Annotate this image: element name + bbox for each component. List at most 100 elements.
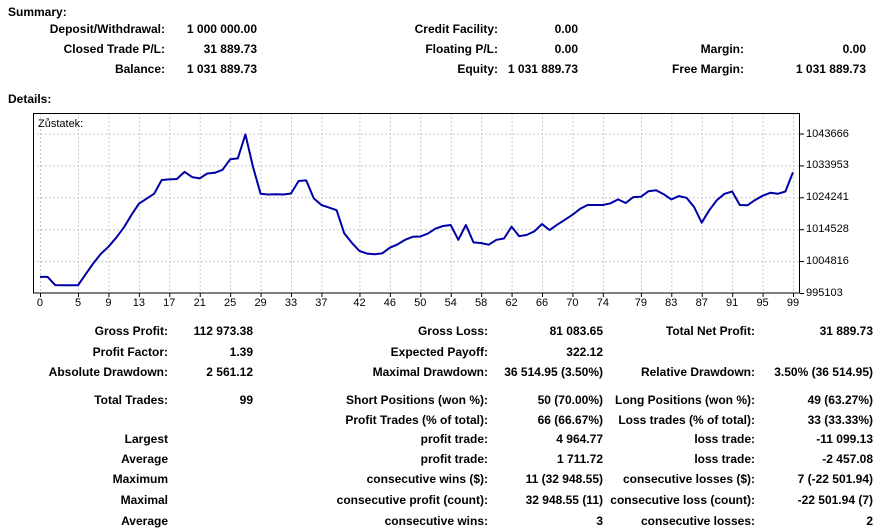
balance-line bbox=[40, 133, 794, 287]
details-label-absolute-drawdown: Absolute Drawdown: bbox=[48, 365, 168, 379]
details-label-consecutive-wins: consecutive wins: bbox=[384, 514, 488, 528]
summary-value-balance: 1 031 889.73 bbox=[186, 62, 257, 76]
details-value-gross-profit: 112 973.38 bbox=[193, 324, 253, 338]
details-label-consecutive-losses: consecutive losses: bbox=[640, 514, 755, 528]
summary-value-closed-trade-p-l: 31 889.73 bbox=[203, 42, 257, 56]
x-axis-tick-label: 29 bbox=[254, 297, 267, 309]
x-axis-tick-label: 58 bbox=[475, 297, 488, 309]
summary-label-balance: Balance: bbox=[114, 62, 165, 76]
details-label-relative-drawdown: Relative Drawdown: bbox=[640, 365, 755, 379]
summary-value-deposit-withdrawal: 1 000 000.00 bbox=[186, 22, 257, 36]
details-label-largest: Largest bbox=[124, 432, 168, 446]
x-axis-tick-label: 0 bbox=[36, 297, 44, 309]
summary-label-free-margin: Free Margin: bbox=[671, 62, 744, 76]
details-value-total-trades: 99 bbox=[239, 393, 253, 407]
details-value-maximal-drawdown: 36 514.95 (3.50%) bbox=[504, 365, 603, 379]
summary-value-free-margin: 1 031 889.73 bbox=[795, 62, 866, 76]
details-value-profit-trade: 1 711.72 bbox=[556, 452, 603, 466]
x-axis-tick-label: 42 bbox=[353, 297, 366, 309]
summary-value-floating-p-l: 0.00 bbox=[554, 42, 578, 56]
details-value-consecutive-wins: 3 bbox=[596, 514, 603, 528]
details-label-consecutive-loss-count: consecutive loss (count): bbox=[610, 493, 755, 507]
details-value-loss-trade: -2 457.08 bbox=[822, 452, 873, 466]
x-axis-tick-label: 33 bbox=[284, 297, 298, 309]
x-axis-tick-label: 25 bbox=[224, 297, 237, 309]
details-value-consecutive-losses: 2 bbox=[866, 514, 873, 528]
summary-value-margin: 0.00 bbox=[842, 42, 866, 56]
details-value-profit-factor: 1.39 bbox=[229, 345, 253, 359]
details-label-average: Average bbox=[121, 452, 168, 466]
x-axis-tick-label: 66 bbox=[535, 297, 549, 309]
details-label-gross-profit: Gross Profit: bbox=[94, 324, 168, 338]
details-value-consecutive-loss-count: -22 501.94 (7) bbox=[797, 493, 873, 507]
x-axis-tick-label: 70 bbox=[566, 297, 579, 309]
details-label-expected-payoff: Expected Payoff: bbox=[390, 345, 488, 359]
details-label-loss-trades-of-total: Loss trades (% of total): bbox=[618, 413, 755, 427]
summary-label-closed-trade-p-l: Closed Trade P/L: bbox=[63, 42, 165, 56]
details-value-long-positions-won: 49 (63.27%) bbox=[807, 393, 873, 407]
x-axis-tick-label: 17 bbox=[163, 297, 176, 309]
details-value-relative-drawdown: 3.50% (36 514.95) bbox=[774, 365, 873, 379]
x-axis-tick-label: 99 bbox=[786, 297, 800, 309]
details-label-average: Average bbox=[121, 514, 168, 528]
chart-title-label: Zůstatek: bbox=[38, 118, 84, 130]
x-axis-tick-label: 74 bbox=[596, 297, 609, 309]
summary-value-credit-facility: 0.00 bbox=[554, 22, 578, 36]
x-axis-tick-label: 50 bbox=[414, 297, 427, 309]
summary-label-deposit-withdrawal: Deposit/Withdrawal: bbox=[49, 22, 165, 36]
x-axis-tick-label: 91 bbox=[726, 297, 739, 309]
balance-chart bbox=[33, 113, 804, 297]
details-value-expected-payoff: 322.12 bbox=[566, 345, 603, 359]
details-value-short-positions-won: 50 (70.00%) bbox=[537, 393, 603, 407]
x-axis-tick-label: 37 bbox=[315, 297, 328, 309]
details-label-consecutive-losses: consecutive losses ($): bbox=[622, 472, 755, 486]
details-value-profit-trade: 4 964.77 bbox=[556, 432, 603, 446]
summary-label-equity: Equity: bbox=[457, 62, 498, 76]
x-axis-tick-label: 13 bbox=[132, 297, 145, 309]
details-value-profit-trades-of-total: 66 (66.67%) bbox=[537, 413, 603, 427]
x-axis-tick-label: 62 bbox=[505, 297, 518, 309]
x-axis-tick-label: 54 bbox=[444, 297, 457, 309]
details-label-total-net-profit: Total Net Profit: bbox=[665, 324, 755, 338]
y-axis-tick-label: 995103 bbox=[806, 287, 843, 299]
details-value-loss-trades-of-total: 33 (33.33%) bbox=[807, 413, 873, 427]
y-axis-tick-label: 1033953 bbox=[806, 159, 849, 172]
details-label-short-positions-won: Short Positions (won %): bbox=[346, 393, 488, 407]
details-label-long-positions-won: Long Positions (won %): bbox=[615, 393, 755, 407]
details-value-loss-trade: -11 099.13 bbox=[816, 432, 873, 446]
x-axis-tick-label: 87 bbox=[695, 297, 708, 309]
chart-frame bbox=[33, 113, 800, 294]
details-label-profit-trade: profit trade: bbox=[420, 432, 488, 446]
details-value-gross-loss: 81 083.65 bbox=[549, 324, 603, 338]
x-axis-tick-label: 5 bbox=[74, 297, 82, 309]
details-label-maximal: Maximal bbox=[120, 493, 168, 507]
details-label-loss-trade: loss trade: bbox=[694, 432, 755, 446]
y-axis-tick-label: 1024241 bbox=[806, 191, 849, 204]
details-label-maximum: Maximum bbox=[112, 472, 168, 486]
summary-label-margin: Margin: bbox=[700, 42, 744, 56]
details-value-total-net-profit: 31 889.73 bbox=[819, 324, 873, 338]
details-label-consecutive-wins: consecutive wins ($): bbox=[366, 472, 488, 486]
x-axis-tick-label: 9 bbox=[105, 297, 112, 309]
details-value-consecutive-wins: 11 (32 948.55) bbox=[525, 472, 603, 486]
y-axis-tick-label: 1004816 bbox=[806, 255, 849, 268]
summary-value-equity: 1 031 889.73 bbox=[507, 62, 578, 76]
details-label-consecutive-profit-count: consecutive profit (count): bbox=[336, 493, 488, 507]
summary-heading: Summary: bbox=[8, 5, 67, 19]
chart-canvas bbox=[33, 113, 804, 297]
details-label-profit-factor: Profit Factor: bbox=[92, 345, 168, 359]
details-label-profit-trades-of-total: Profit Trades (% of total): bbox=[345, 413, 488, 427]
details-heading: Details: bbox=[8, 92, 52, 106]
details-value-consecutive-profit-count: 32 948.55 (11) bbox=[525, 493, 603, 507]
x-axis-tick-label: 95 bbox=[756, 297, 769, 309]
x-axis-tick-label: 46 bbox=[383, 297, 396, 309]
details-label-maximal-drawdown: Maximal Drawdown: bbox=[372, 365, 488, 379]
details-value-consecutive-losses: 7 (-22 501.94) bbox=[797, 472, 873, 486]
details-label-profit-trade: profit trade: bbox=[420, 452, 488, 466]
details-label-loss-trade: loss trade: bbox=[694, 452, 755, 466]
details-label-total-trades: Total Trades: bbox=[94, 393, 168, 407]
y-axis-tick-label: 1043666 bbox=[806, 127, 849, 140]
summary-label-credit-facility: Credit Facility: bbox=[414, 22, 498, 36]
details-label-gross-loss: Gross Loss: bbox=[417, 324, 488, 338]
